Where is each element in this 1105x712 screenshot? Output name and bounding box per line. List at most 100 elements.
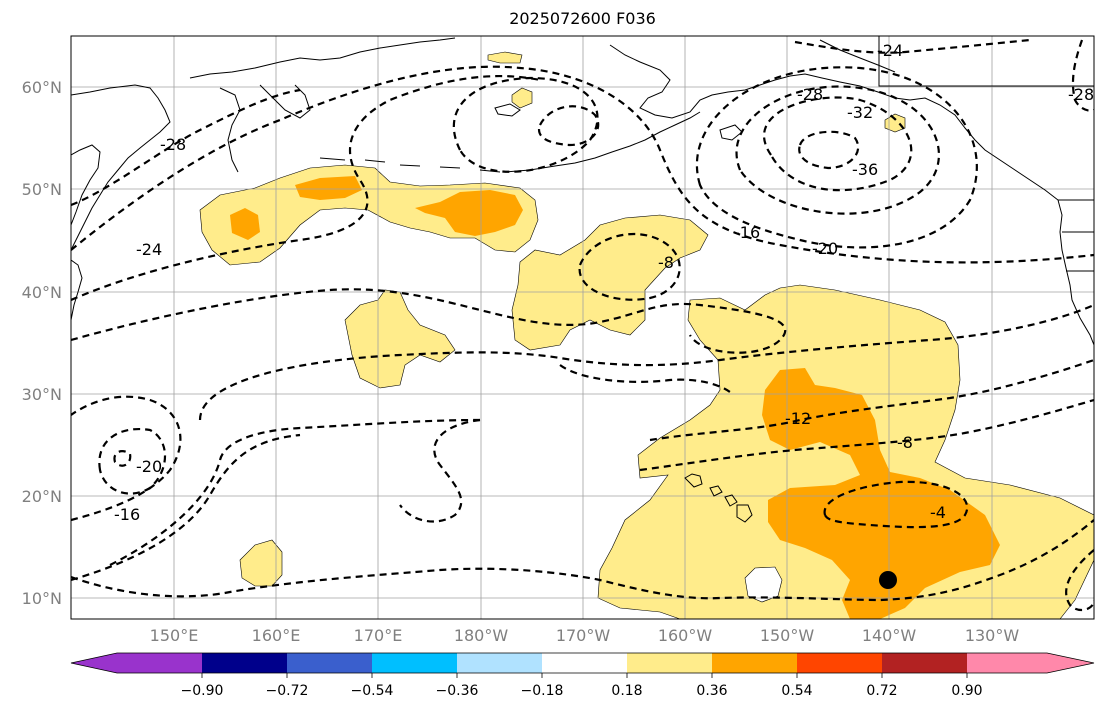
contour-label: -24	[136, 240, 162, 259]
contour-label: -28	[1068, 85, 1094, 104]
colorbar-segment	[117, 653, 202, 673]
contour-label: -16	[114, 505, 140, 524]
coast-chukotka	[189, 37, 456, 79]
colorbar-segment	[372, 653, 457, 673]
anomaly-band-aleutian	[199, 164, 539, 266]
colorbar-segment	[542, 653, 627, 673]
contour-line	[71, 75, 541, 302]
contour-label: -12	[785, 409, 811, 428]
contour-line	[399, 418, 481, 523]
contour-line	[798, 130, 860, 170]
coast-st-lawrence	[494, 103, 521, 117]
coast-alaska-north	[819, 39, 896, 73]
coast-okhotsk	[71, 144, 101, 226]
contour-line	[735, 85, 940, 215]
lon-label: 170°W	[555, 626, 611, 645]
contour-label: -24	[877, 41, 903, 60]
contour-line	[198, 303, 1094, 421]
lat-label: 40°N	[21, 283, 62, 302]
contour-line	[113, 450, 132, 467]
contour-line	[71, 88, 301, 207]
lat-label: 60°N	[21, 78, 62, 97]
colorbar-segment	[712, 653, 797, 673]
contour-label: -16	[734, 223, 760, 242]
contour-line	[1065, 549, 1094, 612]
colorbar-segment	[457, 653, 542, 673]
coast-alaska-west	[609, 44, 911, 119]
contour-line	[71, 65, 1094, 264]
colorbar-tick-label: 0.72	[866, 683, 898, 699]
colorbar-segment	[287, 653, 372, 673]
contour-line	[762, 96, 913, 192]
colorbar-segment	[202, 653, 287, 673]
lon-label: 170°E	[353, 626, 403, 645]
contour-label: -36	[852, 160, 878, 179]
contour-line	[794, 38, 1031, 54]
coast-chukotka-south	[219, 84, 311, 173]
colorbar-tick-label: −0.90	[180, 683, 224, 699]
colorbar-tick-label: −0.36	[435, 683, 479, 699]
lat-label: 30°N	[21, 385, 62, 404]
anomaly-patch-170w	[511, 214, 709, 351]
contour-label: -28	[797, 85, 823, 104]
colorbar-outline	[70, 652, 1095, 674]
contour-label: -8	[658, 253, 674, 272]
coast-kamchatka	[71, 84, 171, 251]
colorbar-tick-label: −0.18	[520, 683, 564, 699]
colorbar-tick-label: 0.36	[696, 683, 728, 699]
gridlines	[71, 36, 1094, 619]
contour-line	[71, 433, 301, 582]
colorbar-segment	[882, 653, 967, 673]
contour-label: -28	[160, 135, 186, 154]
anomaly-patch-bering-2	[511, 87, 533, 109]
coast-bc	[909, 97, 1094, 346]
colorbar-extend-min	[71, 653, 117, 673]
coast-hawaii	[684, 473, 753, 523]
colorbar-segment	[627, 653, 712, 673]
storm-center-marker	[879, 571, 897, 589]
coast-aleutians	[319, 157, 501, 173]
contour-line	[71, 395, 182, 522]
colorbar-segment	[797, 653, 882, 673]
map-frame	[70, 35, 1095, 620]
lat-label: 50°N	[21, 180, 62, 199]
contour-line	[109, 418, 481, 566]
lon-label: 130°W	[964, 626, 1020, 645]
contour-label: -8	[897, 433, 913, 452]
anomaly-core-orange	[762, 368, 1000, 619]
contour-line	[537, 105, 600, 147]
lat-label: 20°N	[21, 487, 62, 506]
lon-label: 140°W	[861, 626, 917, 645]
colorbar-segment	[967, 653, 1047, 673]
contour-line	[823, 480, 969, 529]
lat-label: 10°N	[21, 589, 62, 608]
coast-kodiak	[719, 124, 743, 141]
colorbar-tick-label: 0.90	[951, 683, 983, 699]
contour-line	[1071, 39, 1094, 112]
colorbar-tick-label: 0.54	[781, 683, 813, 699]
anomaly-patch-bering	[487, 51, 523, 64]
anomaly-core-aleutian-mid	[415, 190, 523, 236]
contour-line	[71, 519, 1094, 602]
anomaly-patch-sw	[239, 539, 283, 587]
colorbar-tick-label: −0.54	[350, 683, 394, 699]
map-title: 2025072600 F036	[509, 9, 656, 28]
lon-label: 150°E	[149, 626, 199, 645]
contour-line	[71, 288, 787, 354]
contour-labels: -24 -28 -32 -36 -28 -28 -24 -16 -20 -8 -…	[114, 41, 1094, 524]
contour-lines	[71, 38, 1094, 612]
anomaly-shading	[199, 51, 1094, 619]
contour-line	[578, 232, 681, 301]
contour-label: -20	[136, 457, 162, 476]
contour-line	[559, 364, 731, 393]
contour-line	[639, 398, 1094, 472]
anomaly-core-aleutian-west	[295, 176, 362, 200]
anomaly-patch-175e	[344, 289, 456, 389]
coast-alaska-peninsula	[504, 111, 701, 173]
contour-label: -32	[847, 103, 873, 122]
colorbar	[70, 652, 1095, 678]
lon-label: 160°W	[657, 626, 713, 645]
lon-label: 150°W	[759, 626, 815, 645]
